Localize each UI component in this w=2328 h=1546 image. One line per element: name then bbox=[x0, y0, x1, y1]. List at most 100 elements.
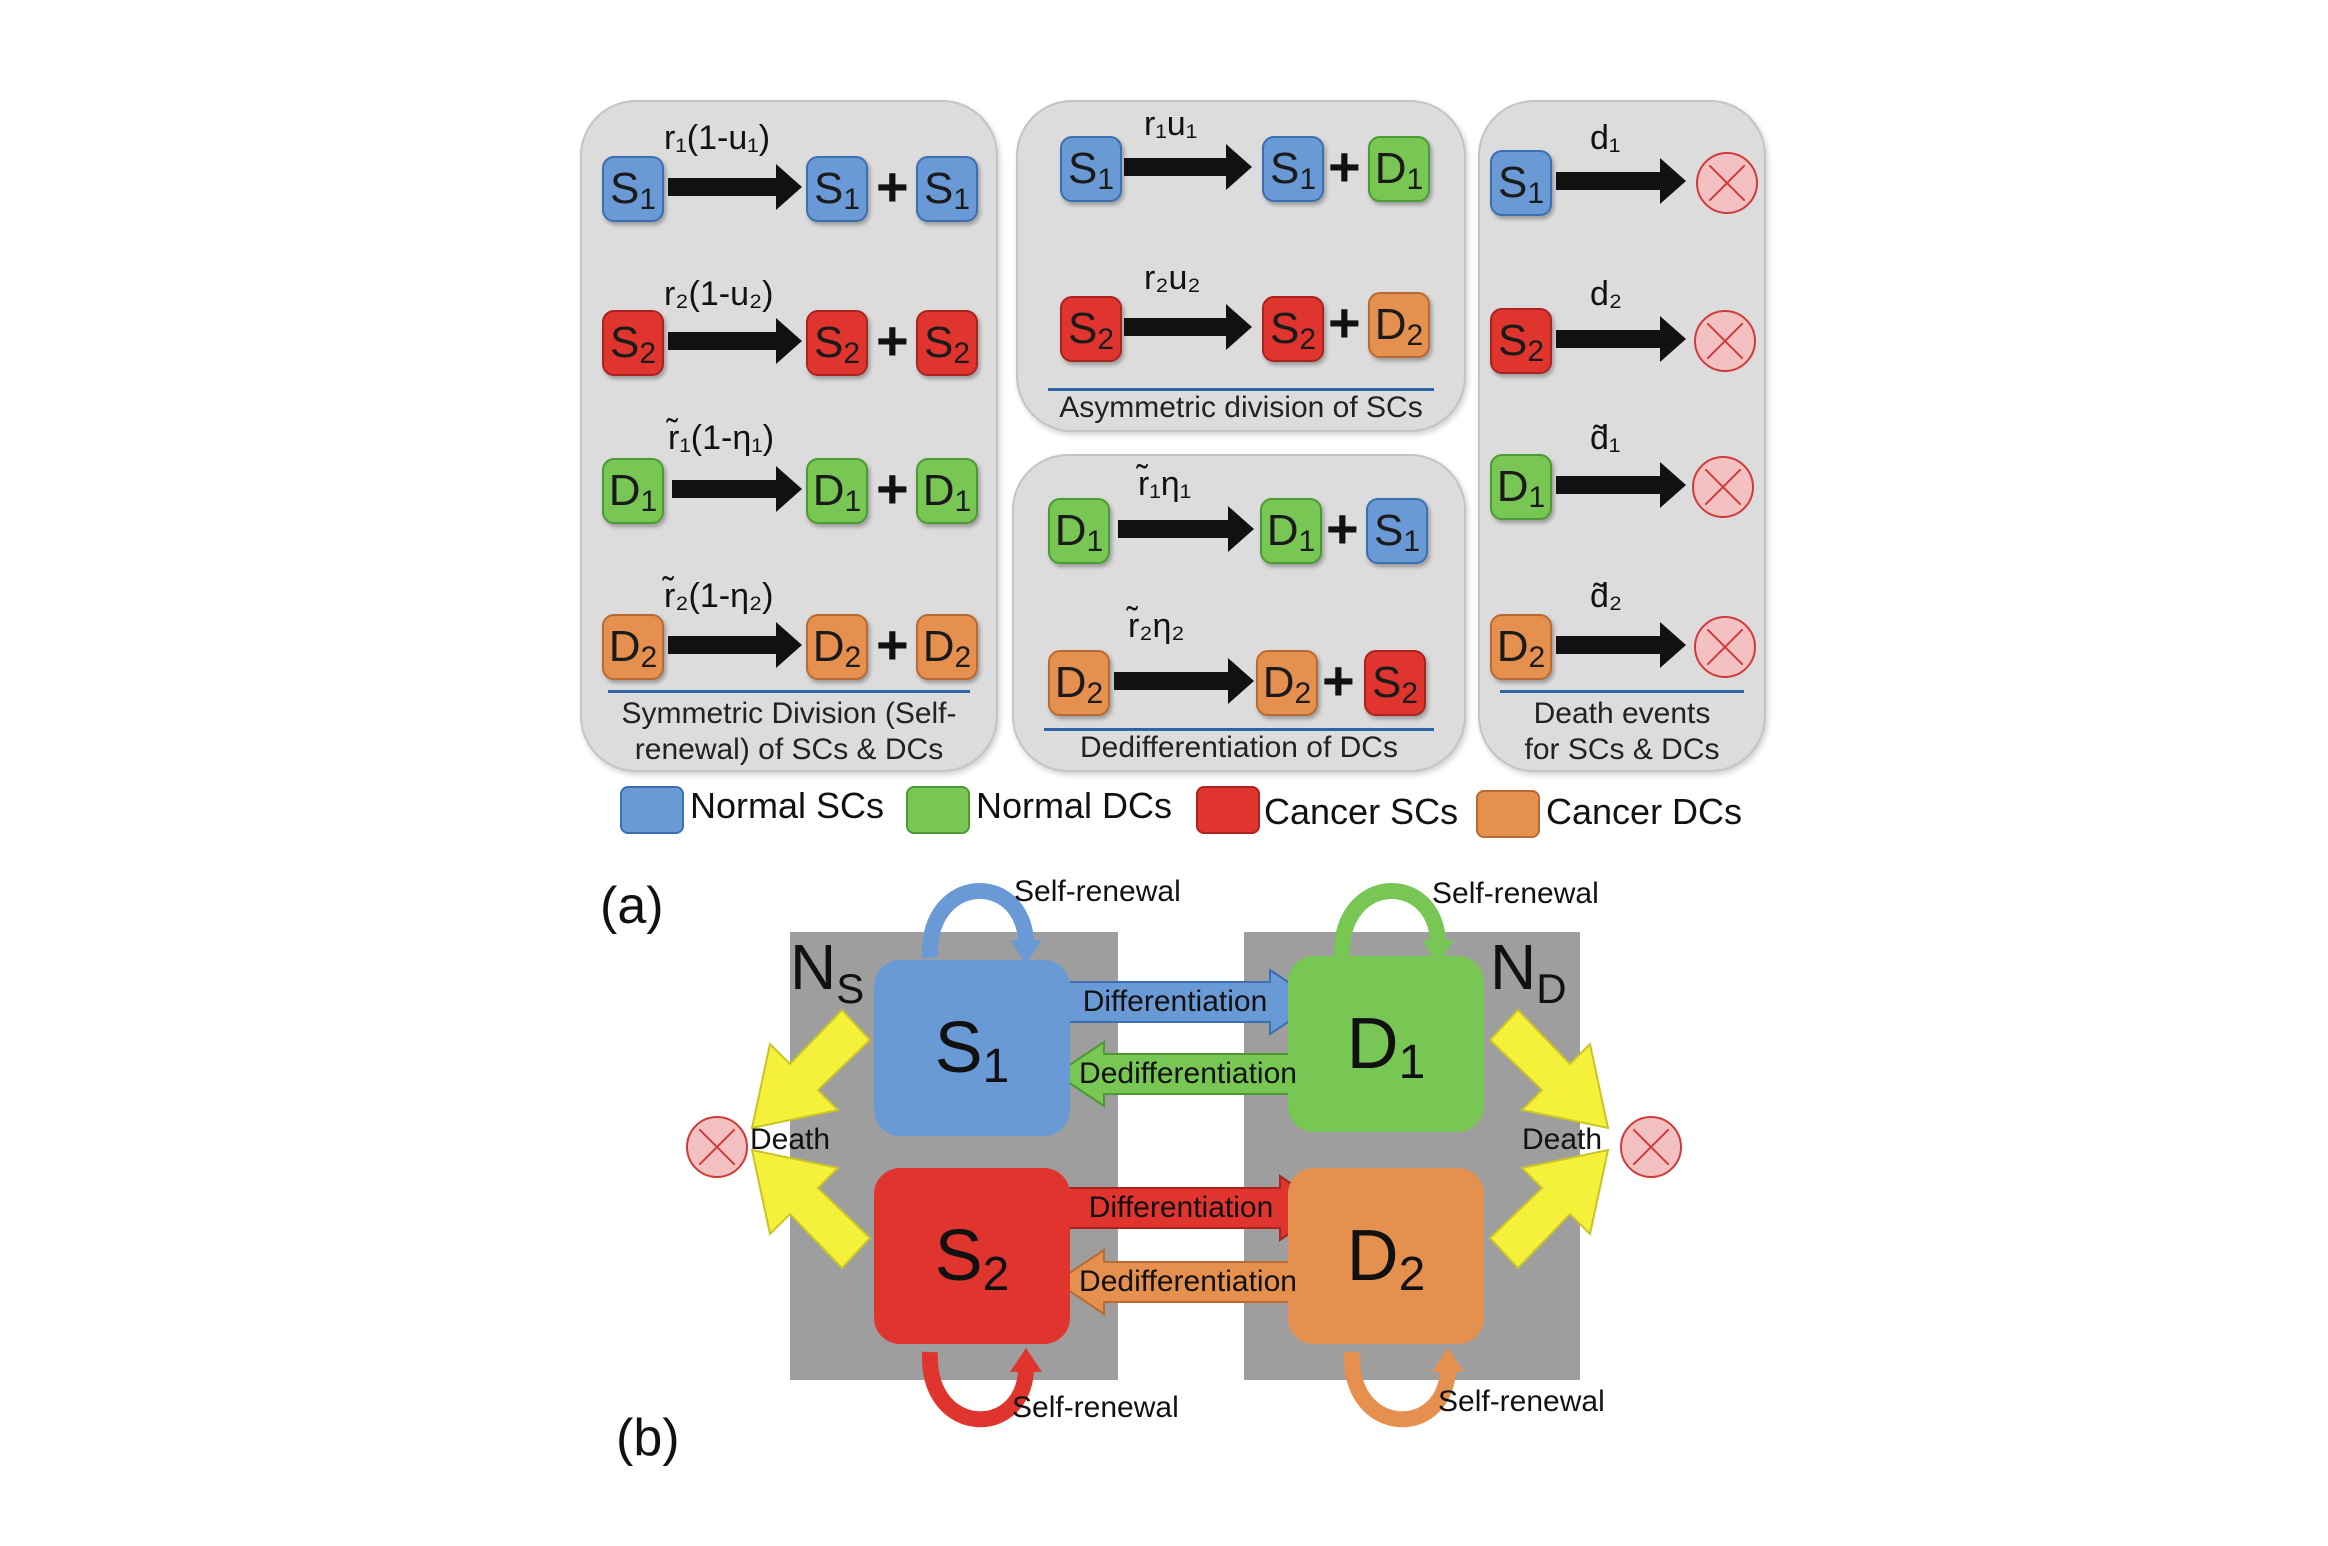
asymmetric-caption: Asymmetric division of SCs bbox=[1059, 391, 1423, 424]
death-arrow-4 bbox=[1556, 622, 1686, 668]
dediff-arrow-1 bbox=[1118, 506, 1254, 552]
sym-plus-2: + bbox=[876, 309, 909, 372]
symmetric-caption-rule bbox=[608, 690, 970, 693]
asym-arrow-1 bbox=[1124, 144, 1252, 190]
legend-swatch-normal-dcs bbox=[906, 786, 970, 834]
asym-arrow-2 bbox=[1124, 304, 1252, 350]
self-renewal-arrowhead-d1 bbox=[1422, 940, 1454, 964]
sym-arrow-1 bbox=[668, 164, 802, 210]
death-symbol-icon-left bbox=[686, 1116, 748, 1178]
sym-rate-3: r̃₁(1-η₁) bbox=[668, 419, 775, 457]
sym-result-box-4a: D2 bbox=[806, 614, 868, 680]
death-rate-4: d̃₂ bbox=[1590, 577, 1623, 615]
ns-label: NS bbox=[790, 931, 865, 1012]
dediff-rate-1: r̃₁η₁ bbox=[1138, 465, 1192, 503]
legend-normal-dcs: Normal DCs bbox=[976, 785, 1173, 826]
self-renewal-label-s2: Self-renewal bbox=[1012, 1391, 1179, 1424]
sym-rate-2: r₂(1-u₂) bbox=[664, 275, 774, 313]
legend-cancer-scs: Cancer SCs bbox=[1264, 791, 1459, 832]
death-arrow-d1 bbox=[1488, 1008, 1610, 1130]
dediff-arrow-2 bbox=[1114, 658, 1254, 704]
sym-left-box-4: D2 bbox=[602, 614, 664, 680]
nd-label: ND bbox=[1490, 931, 1567, 1012]
self-renewal-arrowhead-d2 bbox=[1432, 1348, 1464, 1372]
death-caption-line2: for SCs & DCs bbox=[1524, 733, 1720, 766]
self-renewal-label-s1: Self-renewal bbox=[1014, 875, 1181, 908]
symmetric-caption-line1: Symmetric Division (Self- bbox=[621, 697, 957, 730]
legend-cancer-dcs: Cancer DCs bbox=[1546, 791, 1743, 832]
death-rate-2: d₂ bbox=[1590, 275, 1623, 313]
dediff-result-box-1b: S1 bbox=[1366, 498, 1428, 564]
asym-left-box-1: S1 bbox=[1060, 136, 1122, 202]
symmetric-caption-line2: renewal) of SCs & DCs bbox=[634, 733, 944, 766]
dediff-plus-1: + bbox=[1326, 497, 1359, 560]
asym-plus-2: + bbox=[1328, 291, 1361, 354]
dedifferentiation-label-cancer: Dedifferentiation bbox=[1079, 1265, 1297, 1298]
death-arrow-s1 bbox=[750, 1008, 872, 1130]
death-label-right: Death bbox=[1522, 1123, 1603, 1156]
death-symbol-icon-3 bbox=[1692, 456, 1754, 518]
dediff-result-box-1a: D1 bbox=[1260, 498, 1322, 564]
asym-result-box-1b: D1 bbox=[1368, 136, 1430, 202]
death-left-box-3: D1 bbox=[1490, 454, 1552, 520]
figure-label-a: (a) bbox=[600, 877, 664, 935]
legend-swatch-normal-scs bbox=[620, 786, 684, 834]
dediff-plus-2: + bbox=[1322, 649, 1355, 712]
figure-label-b: (b) bbox=[616, 1409, 680, 1467]
sym-arrow-3 bbox=[672, 466, 802, 512]
sym-rate-1: r₁(1-u₁) bbox=[664, 119, 771, 157]
death-left-box-4: D2 bbox=[1490, 614, 1552, 680]
sym-plus-4: + bbox=[876, 613, 909, 676]
dediff-result-box-2b: S2 bbox=[1364, 650, 1426, 716]
self-renewal-loop-s2 bbox=[921, 1351, 1035, 1428]
death-symbol-icon-2 bbox=[1694, 310, 1756, 372]
death-left-box-1: S1 bbox=[1490, 150, 1552, 216]
asymmetric-caption-rule bbox=[1048, 388, 1434, 391]
death-symbol-icon-1 bbox=[1696, 152, 1758, 214]
legend-swatch-cancer-scs bbox=[1196, 786, 1260, 834]
dediff-rate-2: r̃₂η₂ bbox=[1128, 607, 1185, 645]
sym-result-box-1b: S1 bbox=[916, 156, 978, 222]
sym-left-box-1: S1 bbox=[602, 156, 664, 222]
dediff-left-box-1: D1 bbox=[1048, 498, 1110, 564]
sym-left-box-3: D1 bbox=[602, 458, 664, 524]
d2-box: D2 bbox=[1288, 1168, 1484, 1344]
asym-result-box-1a: S1 bbox=[1262, 136, 1324, 202]
death-arrow-1 bbox=[1556, 158, 1686, 204]
dediff-caption: Dedifferentiation of DCs bbox=[1080, 731, 1398, 764]
sym-result-box-3b: D1 bbox=[916, 458, 978, 524]
death-arrow-s2 bbox=[750, 1148, 872, 1270]
death-caption-rule bbox=[1500, 690, 1744, 693]
dediff-left-box-2: D2 bbox=[1048, 650, 1110, 716]
self-renewal-arrowhead-s2 bbox=[1010, 1348, 1042, 1372]
sym-arrow-2 bbox=[668, 318, 802, 364]
differentiation-label-normal: Differentiation bbox=[1082, 985, 1268, 1018]
asym-result-box-2b: D2 bbox=[1368, 292, 1430, 358]
death-caption-line1: Death events bbox=[1533, 697, 1711, 730]
sym-result-box-3a: D1 bbox=[806, 458, 868, 524]
s1-box: S1 bbox=[874, 960, 1070, 1136]
sym-plus-1: + bbox=[876, 155, 909, 218]
legend-normal-scs: Normal SCs bbox=[690, 785, 885, 826]
s2-box: S2 bbox=[874, 1168, 1070, 1344]
death-symbol-icon-4 bbox=[1694, 616, 1756, 678]
asym-rate-2: r₂u₂ bbox=[1144, 259, 1201, 297]
self-renewal-loop-s1 bbox=[921, 883, 1035, 959]
sym-arrow-4 bbox=[668, 622, 802, 668]
dedifferentiation-arrow-normal bbox=[1054, 1040, 1317, 1108]
death-symbol-icon-right bbox=[1620, 1116, 1682, 1178]
death-arrow-3 bbox=[1556, 462, 1686, 508]
self-renewal-label-d2: Self-renewal bbox=[1438, 1385, 1605, 1418]
self-renewal-label-d1: Self-renewal bbox=[1432, 877, 1599, 910]
legend-swatch-cancer-dcs bbox=[1476, 790, 1540, 838]
sym-result-box-2b: S2 bbox=[916, 310, 978, 376]
differentiation-label-cancer: Differentiation bbox=[1088, 1191, 1274, 1224]
dediff-result-box-2a: D2 bbox=[1256, 650, 1318, 716]
asym-result-box-2a: S2 bbox=[1262, 296, 1324, 362]
sym-result-box-1a: S1 bbox=[806, 156, 868, 222]
sym-result-box-4b: D2 bbox=[916, 614, 978, 680]
death-arrow-d2 bbox=[1488, 1148, 1610, 1270]
self-renewal-arrowhead-s1 bbox=[1010, 940, 1042, 964]
self-renewal-loop-d2 bbox=[1343, 1351, 1457, 1428]
d1-box: D1 bbox=[1288, 956, 1484, 1132]
